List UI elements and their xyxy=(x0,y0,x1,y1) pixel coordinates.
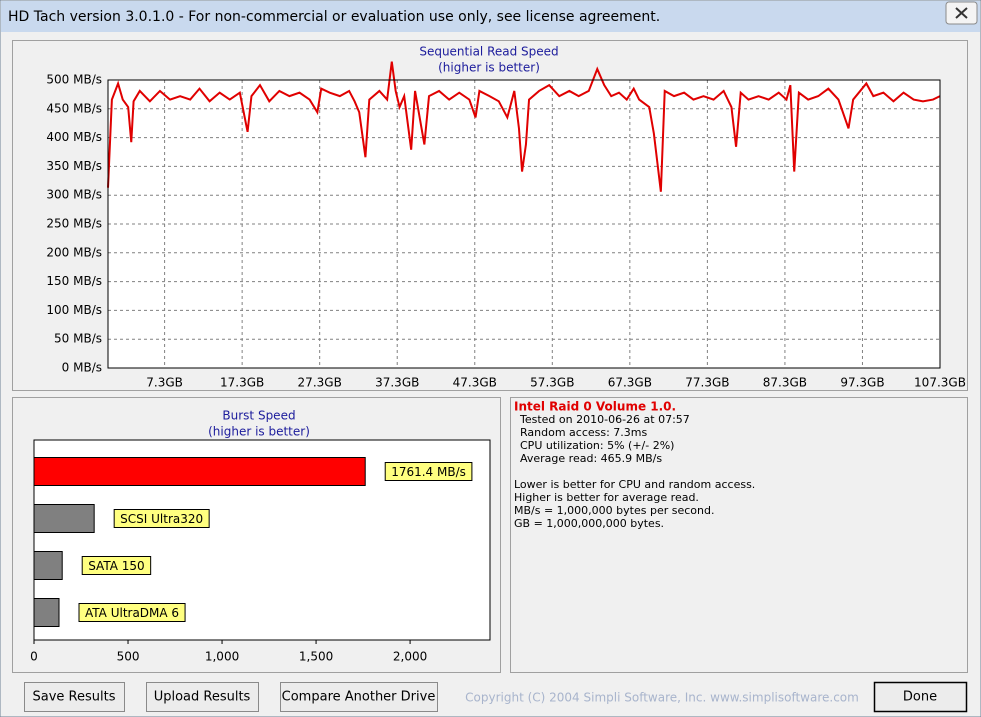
info-heading: Intel Raid 0 Volume 1.0. xyxy=(514,400,676,414)
bar-label: SCSI Ultra320 xyxy=(120,512,203,526)
button[interactable] xyxy=(24,682,125,712)
bar xyxy=(33,457,366,486)
button[interactable] xyxy=(873,681,968,713)
x-tick-label: 0 xyxy=(30,650,38,664)
info-detail: Average read: 465.9 MB/s xyxy=(520,452,662,465)
x-tick-label: 37.3GB xyxy=(375,376,419,390)
bar-label-box xyxy=(113,509,210,528)
close-icon xyxy=(955,7,968,19)
x-tick-label: 500 xyxy=(117,650,140,664)
info-note: MB/s = 1,000,000 bytes per second. xyxy=(514,504,714,517)
chart-subtitle: (higher is better) xyxy=(438,61,540,75)
y-tick-label: 100 MB/s xyxy=(46,303,102,317)
x-tick-label: 1,500 xyxy=(299,650,333,664)
y-tick-label: 250 MB/s xyxy=(46,217,102,231)
x-tick-label: 87.3GB xyxy=(763,376,807,390)
x-tick-label: 77.3GB xyxy=(685,376,729,390)
bar-label-box xyxy=(384,462,473,481)
x-tick-label: 27.3GB xyxy=(298,376,342,390)
x-tick-label: 47.3GB xyxy=(453,376,497,390)
chart-title: Burst Speed xyxy=(222,409,295,423)
x-tick-label: 107.3GB xyxy=(914,376,966,390)
button-label[interactable]: Compare Another Drive xyxy=(282,690,436,705)
chart-subtitle: (higher is better) xyxy=(208,425,310,439)
bar-label: 1761.4 MB/s xyxy=(391,465,466,479)
info-detail: Random access: 7.3ms xyxy=(520,426,648,439)
info-panel xyxy=(510,397,968,673)
bar xyxy=(33,598,60,627)
y-tick-label: 400 MB/s xyxy=(46,130,102,144)
x-tick-label: 2,000 xyxy=(393,650,427,664)
bar-label-box xyxy=(78,603,186,622)
window-title: HD Tach version 3.0.1.0 - For non-commer… xyxy=(8,9,660,25)
button-label[interactable]: Save Results xyxy=(33,690,116,705)
y-tick-label: 500 MB/s xyxy=(46,73,102,87)
button[interactable] xyxy=(146,682,259,712)
info-detail: Tested on 2010-06-26 at 07:57 xyxy=(519,413,690,426)
x-tick-label: 97.3GB xyxy=(840,376,884,390)
plot-border xyxy=(107,79,941,369)
y-tick-label: 0 MB/s xyxy=(62,361,102,375)
info-note: GB = 1,000,000,000 bytes. xyxy=(514,517,664,530)
bar xyxy=(33,551,63,580)
y-tick-label: 150 MB/s xyxy=(46,274,102,288)
copyright: Copyright (C) 2004 Simpli Software, Inc.… xyxy=(465,691,859,705)
chart-title: Sequential Read Speed xyxy=(419,45,558,59)
button[interactable] xyxy=(280,682,438,712)
x-tick-label: 1,000 xyxy=(205,650,239,664)
info-note: Higher is better for average read. xyxy=(514,491,699,504)
bar-label-box xyxy=(81,556,152,575)
y-tick-label: 300 MB/s xyxy=(46,188,102,202)
y-tick-label: 50 MB/s xyxy=(54,332,102,346)
bar-label: SATA 150 xyxy=(88,559,144,573)
y-tick-label: 350 MB/s xyxy=(46,159,102,173)
title-bar xyxy=(1,1,980,32)
button-label[interactable]: Done xyxy=(903,690,937,705)
y-tick-label: 450 MB/s xyxy=(46,101,102,115)
bar-label: ATA UltraDMA 6 xyxy=(85,606,179,620)
y-tick-label: 200 MB/s xyxy=(46,245,102,259)
x-tick-label: 7.3GB xyxy=(146,376,183,390)
read-speed-line xyxy=(107,61,941,192)
x-tick-label: 17.3GB xyxy=(220,376,264,390)
info-note: Lower is better for CPU and random acces… xyxy=(514,478,755,491)
bar xyxy=(33,504,95,533)
x-tick-label: 57.3GB xyxy=(530,376,574,390)
button-label[interactable]: Upload Results xyxy=(154,690,251,705)
info-detail: CPU utilization: 5% (+/- 2%) xyxy=(520,439,674,452)
x-tick-label: 67.3GB xyxy=(608,376,652,390)
